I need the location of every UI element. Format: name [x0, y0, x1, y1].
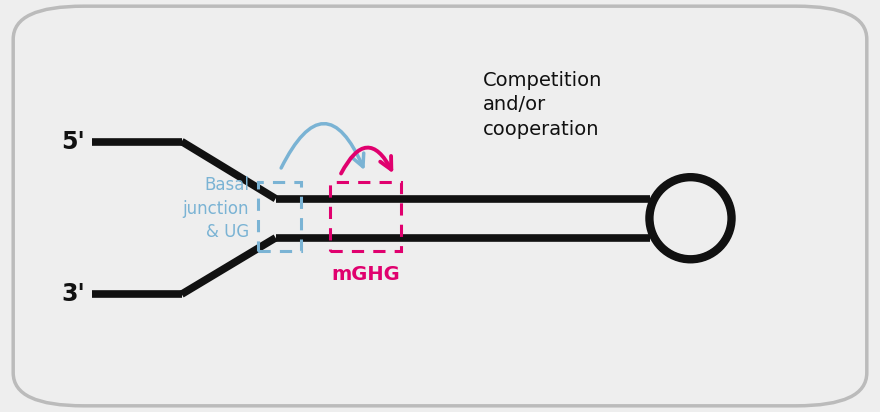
Bar [259, 182, 302, 251]
Text: Competition
and/or
cooperation: Competition and/or cooperation [483, 71, 603, 138]
Circle shape [649, 178, 731, 259]
Text: 3': 3' [62, 282, 85, 306]
Circle shape [653, 180, 728, 256]
Text: mGHG: mGHG [331, 265, 400, 284]
FancyArrowPatch shape [341, 147, 392, 173]
FancyArrowPatch shape [281, 124, 363, 168]
Text: Basal
junction
& UG: Basal junction & UG [182, 176, 249, 241]
Text: 5': 5' [62, 129, 85, 154]
Bar [330, 182, 401, 251]
